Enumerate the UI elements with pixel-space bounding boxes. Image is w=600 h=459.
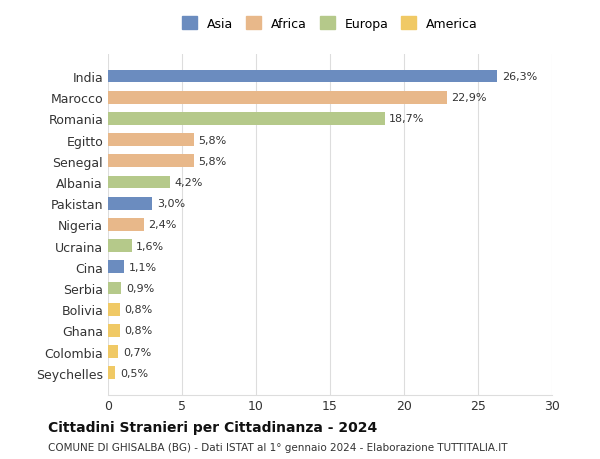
Legend: Asia, Africa, Europa, America: Asia, Africa, Europa, America — [182, 17, 478, 31]
Text: 2,4%: 2,4% — [148, 220, 176, 230]
Text: Cittadini Stranieri per Cittadinanza - 2024: Cittadini Stranieri per Cittadinanza - 2… — [48, 420, 377, 435]
Bar — [108, 197, 152, 210]
Text: 4,2%: 4,2% — [175, 178, 203, 188]
Text: 0,8%: 0,8% — [124, 326, 152, 336]
Text: 18,7%: 18,7% — [389, 114, 425, 124]
Bar — [108, 367, 115, 379]
Text: 5,8%: 5,8% — [198, 135, 227, 146]
Bar — [108, 240, 131, 252]
Bar — [108, 303, 120, 316]
Text: 26,3%: 26,3% — [502, 72, 537, 82]
Text: 22,9%: 22,9% — [451, 93, 487, 103]
Text: 1,6%: 1,6% — [136, 241, 164, 251]
Bar — [108, 134, 194, 147]
Bar — [108, 261, 124, 274]
Bar — [108, 176, 170, 189]
Text: 0,8%: 0,8% — [124, 304, 152, 314]
Bar — [108, 325, 120, 337]
Bar — [108, 346, 118, 358]
Bar — [108, 282, 121, 295]
Bar — [108, 155, 194, 168]
Text: 0,7%: 0,7% — [123, 347, 151, 357]
Bar — [108, 92, 447, 104]
Text: 3,0%: 3,0% — [157, 199, 185, 209]
Text: 0,9%: 0,9% — [126, 283, 154, 293]
Bar — [108, 113, 385, 125]
Bar — [108, 71, 497, 83]
Text: 0,5%: 0,5% — [120, 368, 148, 378]
Text: COMUNE DI GHISALBA (BG) - Dati ISTAT al 1° gennaio 2024 - Elaborazione TUTTITALI: COMUNE DI GHISALBA (BG) - Dati ISTAT al … — [48, 442, 508, 452]
Text: 1,1%: 1,1% — [129, 262, 157, 272]
Text: 5,8%: 5,8% — [198, 157, 227, 167]
Bar — [108, 218, 143, 231]
